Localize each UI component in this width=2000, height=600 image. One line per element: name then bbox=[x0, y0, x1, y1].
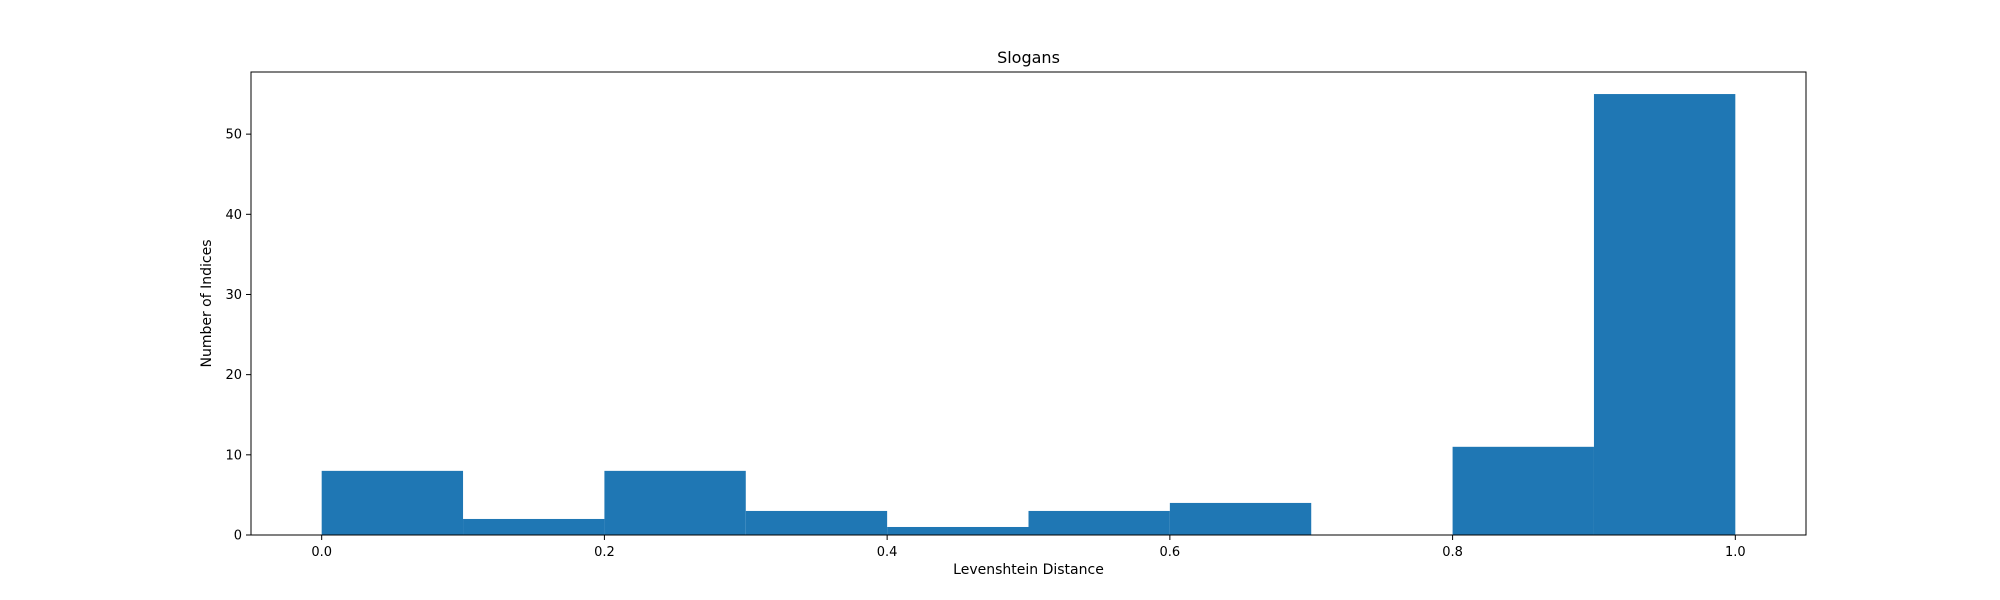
x-tick-label: 0.6 bbox=[1160, 545, 1181, 560]
histogram-bar-8 bbox=[1452, 446, 1594, 535]
x-tick-label: 0.0 bbox=[311, 545, 332, 560]
y-tick-label: 0 bbox=[234, 529, 242, 544]
histogram-bar-9 bbox=[1593, 94, 1736, 536]
x-tick-label: 0.2 bbox=[594, 545, 615, 560]
x-tick-label: 0.4 bbox=[877, 545, 898, 560]
bars-group bbox=[321, 94, 1736, 536]
y-tick-label: 10 bbox=[225, 448, 242, 463]
plot-frame bbox=[250, 71, 1807, 536]
chart-title: Slogans bbox=[997, 48, 1060, 67]
x-axis-label: Levenshtein Distance bbox=[953, 562, 1104, 578]
y-tick-label: 30 bbox=[225, 288, 242, 303]
histogram-bar-0 bbox=[321, 470, 464, 535]
y-tick-label: 50 bbox=[225, 128, 242, 143]
y-axis-label: Number of Indices bbox=[199, 239, 215, 367]
y-tick-label: 20 bbox=[225, 368, 242, 383]
y-axis-ticks: 0 10 20 30 40 50 bbox=[225, 128, 251, 544]
histogram-bar-2 bbox=[604, 470, 746, 535]
histogram-bar-5 bbox=[1028, 510, 1170, 535]
histogram-bar-3 bbox=[745, 510, 888, 535]
histogram-bar-6 bbox=[1169, 502, 1312, 535]
histogram-bar-1 bbox=[463, 518, 605, 535]
x-tick-label: 1.0 bbox=[1725, 545, 1746, 560]
y-tick-label: 40 bbox=[225, 208, 242, 223]
histogram-bar-4 bbox=[887, 526, 1029, 535]
x-axis-ticks: 0.0 0.2 0.4 0.6 0.8 1.0 bbox=[311, 535, 1746, 560]
x-tick-label: 0.8 bbox=[1442, 545, 1463, 560]
